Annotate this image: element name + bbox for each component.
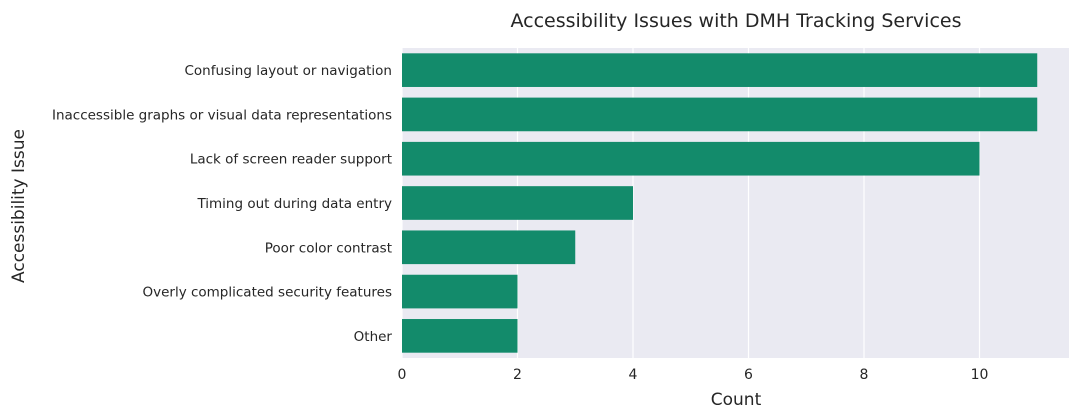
bar	[402, 186, 633, 220]
bar	[402, 274, 518, 309]
x-tick-label: 2	[513, 367, 522, 383]
bar	[402, 319, 518, 353]
y-category-label: Poor color contrast	[265, 240, 392, 256]
bar	[402, 97, 1038, 132]
x-axis-label: Count	[711, 390, 762, 410]
y-category-label: Overly complicated security features	[142, 285, 392, 301]
bar	[402, 53, 1038, 87]
y-category-labels: Confusing layout or navigation Inaccessib…	[52, 63, 392, 345]
x-tick-label: 10	[971, 367, 989, 383]
x-tick-label: 0	[398, 367, 407, 383]
bar	[402, 230, 576, 265]
y-category-label: Lack of screen reader support	[190, 152, 392, 168]
y-axis-label: Accessibility Issue	[9, 129, 29, 283]
chart-title: Accessibility Issues with DMH Tracking S…	[511, 10, 962, 32]
y-category-label: Other	[354, 329, 393, 345]
bars	[402, 53, 1038, 353]
x-tick-label: 8	[860, 367, 869, 383]
bar	[402, 141, 980, 176]
y-category-label: Inaccessible graphs or visual data repre…	[52, 107, 392, 123]
y-category-label: Timing out during data entry	[196, 196, 392, 212]
x-tick-labels: 0 2 4 6 8 10	[398, 367, 989, 383]
x-tick-label: 4	[629, 367, 638, 383]
x-tick-label: 6	[744, 367, 753, 383]
y-category-label: Confusing layout or navigation	[184, 63, 392, 79]
